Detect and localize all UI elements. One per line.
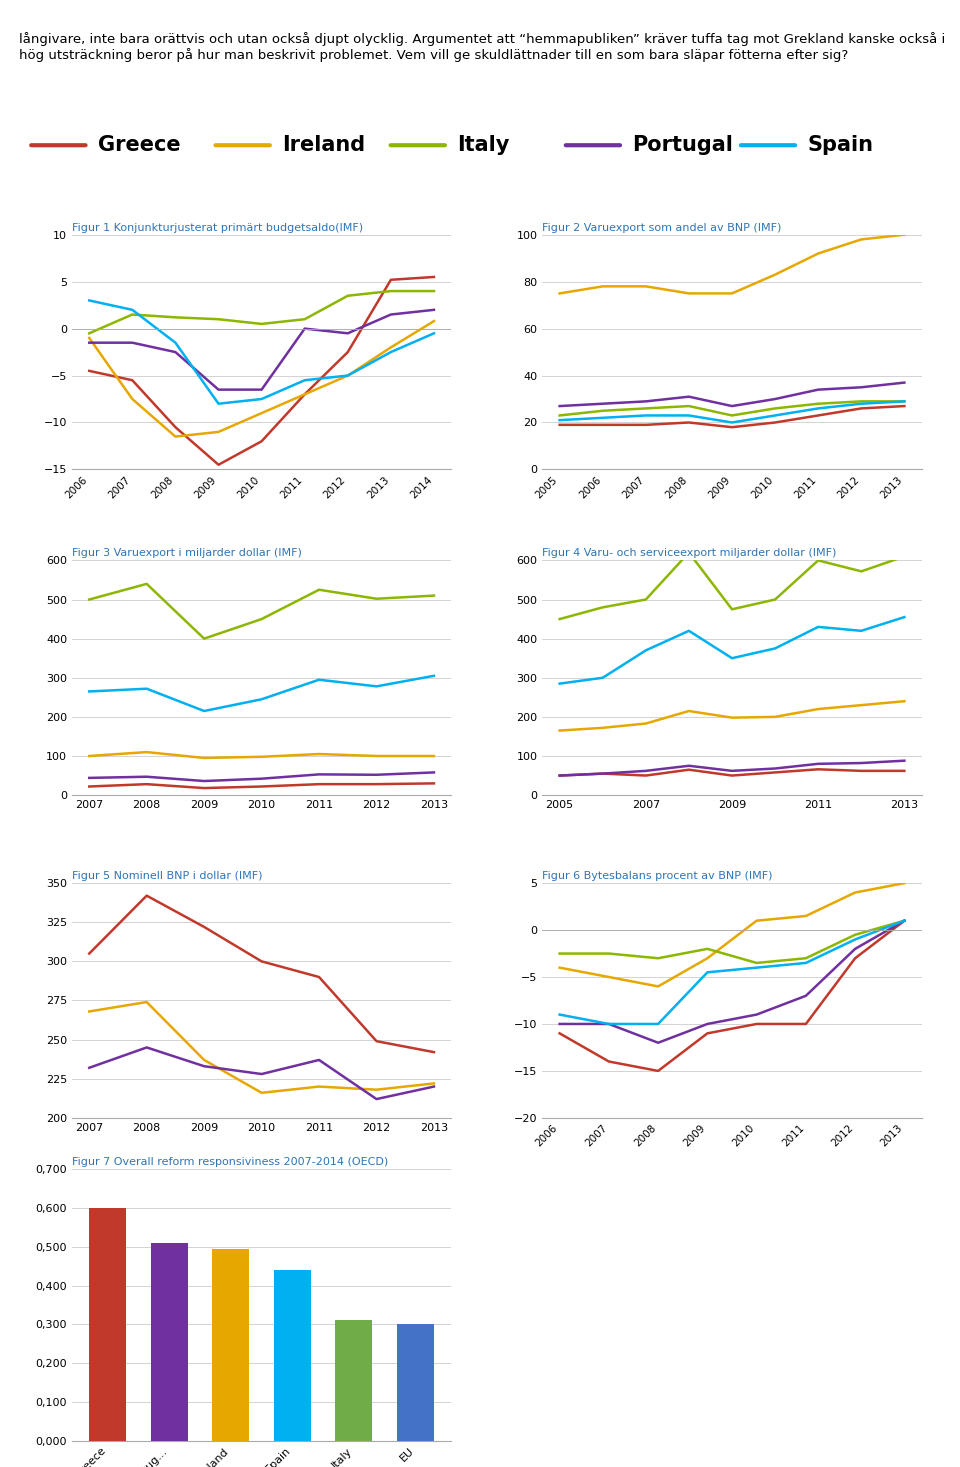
Text: Spain: Spain [807, 135, 874, 156]
Text: Figur 2 Varuexport som andel av BNP (IMF): Figur 2 Varuexport som andel av BNP (IMF… [542, 223, 781, 233]
Text: Figur 4 Varu- och serviceexport miljarder dollar (IMF): Figur 4 Varu- och serviceexport miljarde… [542, 549, 837, 559]
Text: Portugal: Portugal [632, 135, 732, 156]
Text: Figur 3 Varuexport i miljarder dollar (IMF): Figur 3 Varuexport i miljarder dollar (I… [72, 549, 301, 559]
Text: Ireland: Ireland [282, 135, 365, 156]
Bar [274, 1270, 311, 1441]
Bar [335, 1320, 372, 1441]
Bar [151, 1243, 188, 1441]
Bar [212, 1248, 250, 1441]
Bar [397, 1325, 434, 1441]
Text: Figur 5 Nominell BNP i dollar (IMF): Figur 5 Nominell BNP i dollar (IMF) [72, 871, 262, 882]
Text: Greece: Greece [98, 135, 180, 156]
Text: långivare, inte bara orättvis och utan också djupt olycklig. Argumentet att “hem: långivare, inte bara orättvis och utan o… [19, 32, 946, 63]
Text: Figur 7 Overall reform responsiviness 2007-2014 (OECD): Figur 7 Overall reform responsiviness 20… [72, 1157, 388, 1168]
Bar [89, 1207, 126, 1441]
Text: Figur 1 Konjunkturjusterat primärt budgetsaldo(IMF): Figur 1 Konjunkturjusterat primärt budge… [72, 223, 363, 233]
Text: Italy: Italy [457, 135, 510, 156]
Text: Figur 6 Bytesbalans procent av BNP (IMF): Figur 6 Bytesbalans procent av BNP (IMF) [542, 871, 773, 882]
